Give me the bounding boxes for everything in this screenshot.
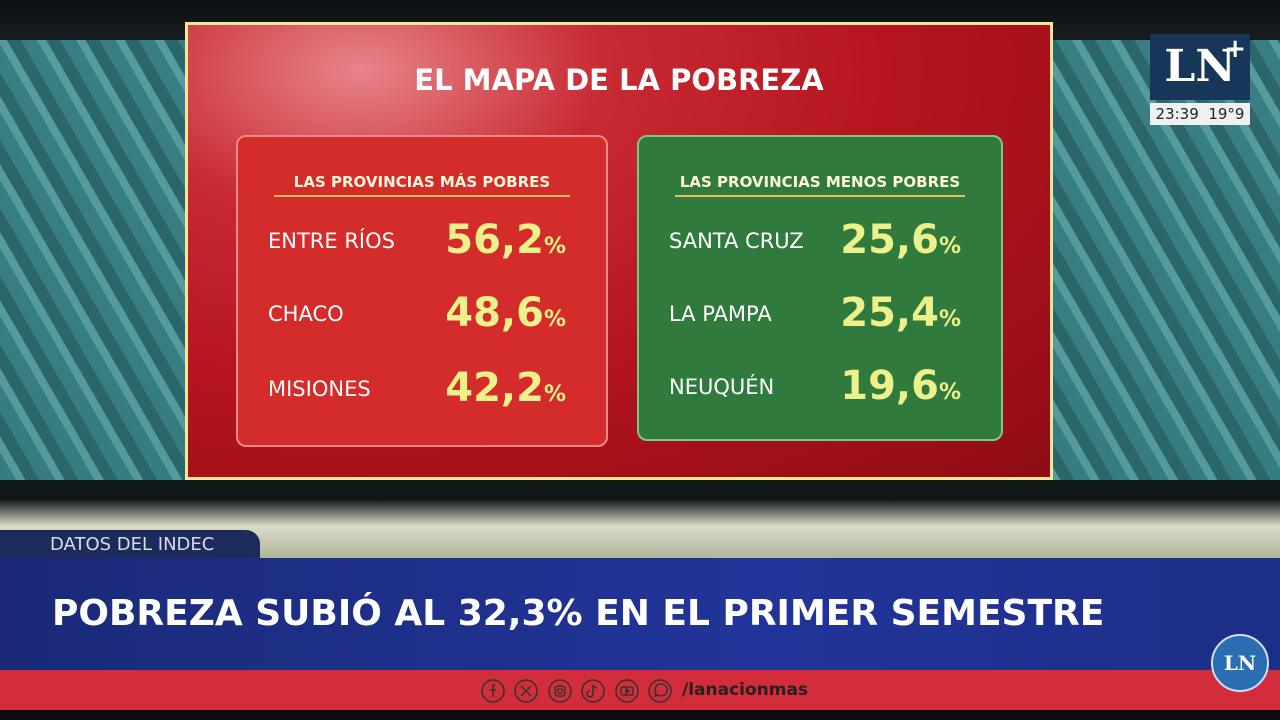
social-bar: /lanacionmas (0, 670, 1280, 710)
social-icons (481, 679, 672, 703)
channel-logo: LN + (1150, 34, 1250, 100)
province-name: CHACO (268, 302, 344, 326)
province-name: MISIONES (268, 377, 371, 401)
province-name: ENTRE RÍOS (268, 229, 395, 253)
clock: 23:39 19°9 (1150, 103, 1250, 125)
screen-title: EL MAPA DE LA POBREZA (414, 63, 824, 97)
province-row: ENTRE RÍOS 56,2% (268, 217, 566, 267)
headline-banner: POBREZA SUBIÓ AL 32,3% EN EL PRIMER SEME… (0, 558, 1280, 670)
poverty-rate: 25,6% (840, 217, 961, 263)
rate-unit: % (543, 307, 566, 332)
rate-value: 25,6 (840, 217, 939, 263)
logo-text: LN (1164, 41, 1236, 92)
province-panel: LAS PROVINCIAS MÁS POBRES ENTRE RÍOS 56,2%… (236, 135, 608, 447)
province-row: SANTA CRUZ 25,6% (669, 217, 961, 267)
province-name: NEUQUÉN (669, 375, 775, 399)
corner-logo: LN (1211, 634, 1269, 692)
province-row: NEUQUÉN 19,6% (669, 363, 961, 413)
province-row: LA PAMPA 25,4% (669, 290, 961, 340)
poverty-rate: 56,2% (445, 217, 566, 263)
social-handle: /lanacionmas (682, 680, 809, 700)
panel-heading: LAS PROVINCIAS MENOS POBRES (675, 173, 965, 197)
rate-value: 42,2 (445, 365, 544, 411)
province-row: CHACO 48,6% (268, 290, 566, 340)
rate-unit: % (543, 234, 566, 259)
rate-value: 25,4 (840, 290, 939, 336)
background-left (0, 40, 200, 480)
poverty-rate: 25,4% (840, 290, 961, 336)
logo-plus: + (1224, 34, 1246, 64)
province-name: LA PAMPA (669, 302, 772, 326)
headline: POBREZA SUBIÓ AL 32,3% EN EL PRIMER SEME… (52, 593, 1105, 634)
source-tag: DATOS DEL INDEC (0, 530, 260, 560)
province-row: MISIONES 42,2% (268, 365, 566, 415)
temperature: 19°9 (1208, 105, 1245, 123)
rate-unit: % (938, 234, 961, 259)
rate-value: 48,6 (445, 290, 544, 336)
rate-unit: % (938, 307, 961, 332)
province-name: SANTA CRUZ (669, 229, 804, 253)
rate-unit: % (543, 382, 566, 407)
province-panel: LAS PROVINCIAS MENOS POBRES SANTA CRUZ 25,… (637, 135, 1003, 441)
info-screen: EL MAPA DE LA POBREZA LAS PROVINCIAS MÁS… (185, 22, 1053, 480)
rate-unit: % (938, 380, 961, 405)
rate-value: 19,6 (840, 363, 939, 409)
rate-value: 56,2 (445, 217, 544, 263)
poverty-rate: 19,6% (840, 363, 961, 409)
poverty-rate: 48,6% (445, 290, 566, 336)
time: 23:39 (1155, 105, 1199, 123)
panel-heading: LAS PROVINCIAS MÁS POBRES (274, 173, 570, 197)
poverty-rate: 42,2% (445, 365, 566, 411)
